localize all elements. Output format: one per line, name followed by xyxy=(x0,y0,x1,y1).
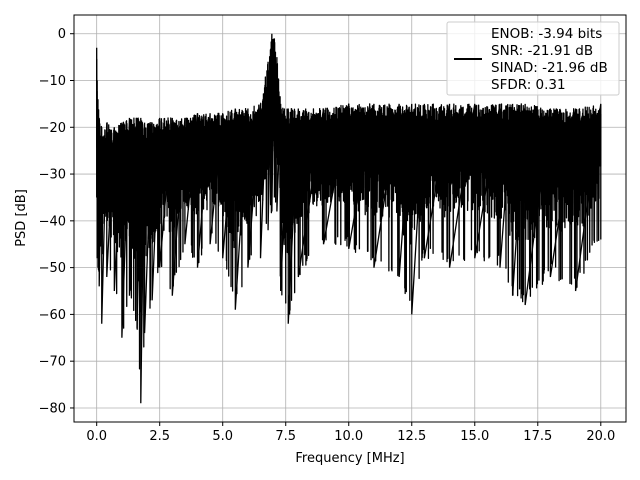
legend-line: SFDR: 0.31 xyxy=(491,77,566,93)
x-tick-label: 5.0 xyxy=(212,429,233,444)
psd-envelope-spikes xyxy=(96,33,602,404)
y-tick-label: 0 xyxy=(58,27,66,42)
legend-line: SNR: -21.91 dB xyxy=(491,43,593,59)
legend-line: ENOB: -3.94 bits xyxy=(491,26,602,42)
x-tick-label: 0.0 xyxy=(86,429,107,444)
legend-box xyxy=(446,21,620,96)
y-tick-label: −50 xyxy=(39,261,66,276)
legend: ENOB: -3.94 bits SNR: -21.91 dB SINAD: -21… xyxy=(446,21,620,96)
y-tick-label: −10 xyxy=(39,74,66,89)
plot-frame xyxy=(73,14,627,423)
y-tick-label: −80 xyxy=(39,401,66,416)
x-tick-label: 15.0 xyxy=(460,429,489,444)
psd-trace-group xyxy=(96,33,602,404)
x-tick-label: 12.5 xyxy=(397,429,426,444)
y-tick-label: −20 xyxy=(39,121,66,136)
legend-entry: ENOB: -3.94 bits SNR: -21.91 dB SINAD: -21… xyxy=(491,26,608,93)
y-tick-label: −60 xyxy=(39,308,66,323)
y-axis-label: PSD [dB] xyxy=(14,189,29,247)
y-tick-label: −40 xyxy=(39,214,66,229)
x-tick-label: 10.0 xyxy=(334,429,363,444)
legend-line: SINAD: -21.96 dB xyxy=(491,60,608,76)
x-axis-ticks: 0.0 2.5 5.0 7.5 10.0 12.5 15.0 17.5 20.0 xyxy=(86,422,615,444)
x-tick-label: 20.0 xyxy=(586,429,615,444)
y-tick-label: −30 xyxy=(39,168,66,183)
x-axis-label: Frequency [MHz] xyxy=(295,451,404,466)
y-axis-ticks: 0 −10 −20 −30 −40 −50 −60 −70 −80 xyxy=(39,27,74,416)
x-tick-label: 2.5 xyxy=(149,429,170,444)
x-tick-label: 7.5 xyxy=(275,429,296,444)
x-tick-label: 17.5 xyxy=(523,429,552,444)
y-tick-label: −70 xyxy=(39,355,66,370)
